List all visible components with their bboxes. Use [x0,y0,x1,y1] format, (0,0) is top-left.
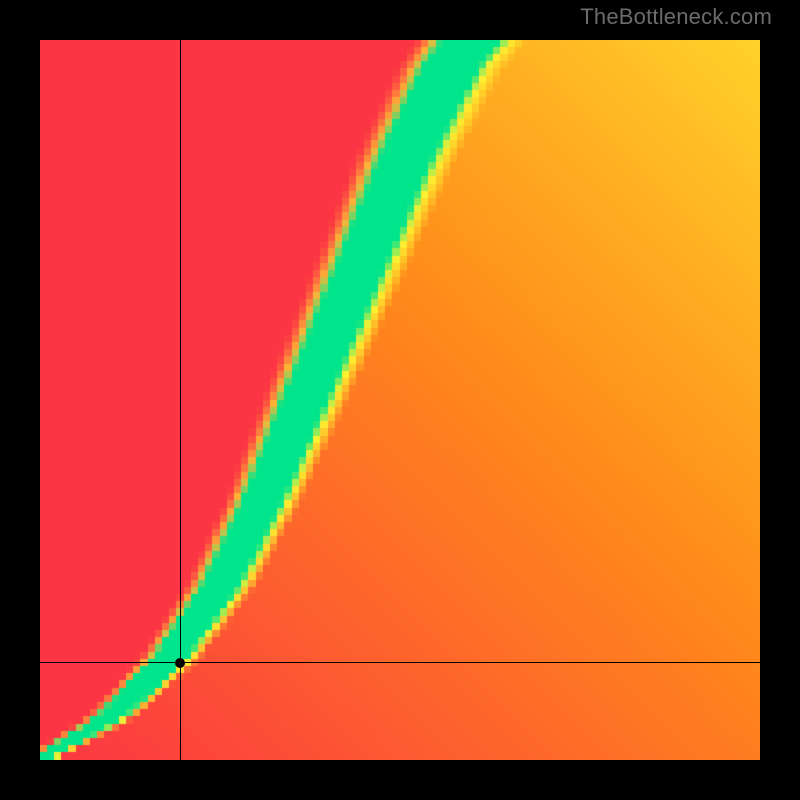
plot-area [40,40,760,760]
crosshair-horizontal [40,662,760,663]
crosshair-marker [175,658,185,668]
crosshair-vertical [180,40,181,760]
heatmap-canvas [40,40,760,760]
attribution-text: TheBottleneck.com [580,4,772,30]
chart-container: TheBottleneck.com [0,0,800,800]
